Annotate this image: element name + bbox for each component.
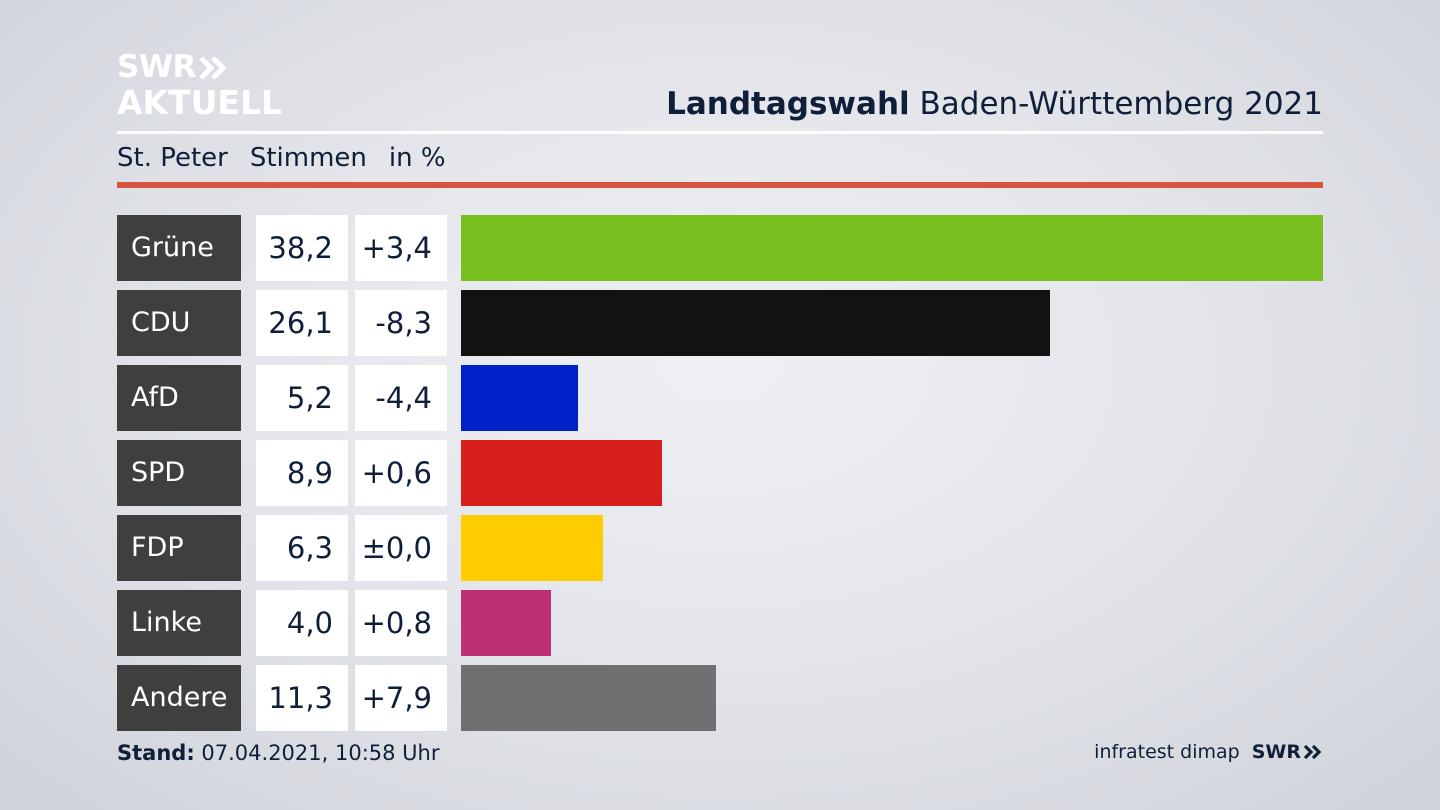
vote-share-label: 8,9 <box>256 440 348 506</box>
source-credit: infratest dimap SWR <box>1094 741 1323 763</box>
vote-share-label: 26,1 <box>256 290 348 356</box>
party-label: FDP <box>117 515 241 581</box>
logo-aktuell-text: AKTUELL <box>117 83 283 122</box>
result-bar <box>461 440 662 506</box>
change-label: +0,8 <box>355 590 447 656</box>
swr-footer-chevron-icon <box>1303 744 1322 760</box>
change-label: +0,6 <box>355 440 447 506</box>
swr-footer-text: SWR <box>1251 741 1301 763</box>
change-label: +7,9 <box>355 665 447 731</box>
vote-share-label: 11,3 <box>256 665 348 731</box>
result-bar <box>461 665 716 731</box>
stand-label: Stand: <box>117 741 195 765</box>
party-label: Grüne <box>117 215 241 281</box>
subheader-divider <box>117 182 1323 188</box>
header-divider <box>117 131 1323 134</box>
change-label: -4,4 <box>355 365 447 431</box>
party-label: CDU <box>117 290 241 356</box>
subhead-metric: Stimmen <box>249 143 367 173</box>
party-label: AfD <box>117 365 241 431</box>
result-bar <box>461 365 578 431</box>
result-row: SPD 8,9 +0,6 <box>117 440 1323 506</box>
swr-footer-logo: SWR <box>1252 741 1323 763</box>
result-row: Linke 4,0 +0,8 <box>117 590 1323 656</box>
result-row: CDU 26,1 -8,3 <box>117 290 1323 356</box>
vote-share-label: 6,3 <box>256 515 348 581</box>
vote-share-label: 4,0 <box>256 590 348 656</box>
result-row: Andere 11,3 +7,9 <box>117 665 1323 731</box>
source-label: infratest dimap <box>1094 741 1240 763</box>
party-label: Linke <box>117 590 241 656</box>
change-label: +3,4 <box>355 215 447 281</box>
result-bar <box>461 215 1323 281</box>
party-label: SPD <box>117 440 241 506</box>
change-label: ±0,0 <box>355 515 447 581</box>
title-bold: Landtagswahl <box>666 86 910 122</box>
logo-swr-text: SWR <box>117 49 196 85</box>
page-title: Landtagswahl Baden-Württemberg 2021 <box>666 86 1323 122</box>
logo-chevron-icon <box>199 55 229 80</box>
subhead-unit: in % <box>388 143 446 173</box>
result-row: Grüne 38,2 +3,4 <box>117 215 1323 281</box>
subheader: St. Peter Stimmen in % <box>117 143 468 173</box>
result-row: FDP 6,3 ±0,0 <box>117 515 1323 581</box>
subhead-place: St. Peter <box>117 143 228 173</box>
timestamp: Stand: 07.04.2021, 10:58 Uhr <box>117 741 440 765</box>
stand-value: 07.04.2021, 10:58 Uhr <box>194 741 440 765</box>
result-bar <box>461 590 551 656</box>
result-row: AfD 5,2 -4,4 <box>117 365 1323 431</box>
swr-aktuell-logo: SWR AKTUELL <box>117 49 283 122</box>
title-rest: Baden-Württemberg 2021 <box>909 86 1324 122</box>
result-bar <box>461 290 1050 356</box>
vote-share-label: 38,2 <box>256 215 348 281</box>
party-label: Andere <box>117 665 241 731</box>
result-bar <box>461 515 603 581</box>
vote-share-label: 5,2 <box>256 365 348 431</box>
change-label: -8,3 <box>355 290 447 356</box>
